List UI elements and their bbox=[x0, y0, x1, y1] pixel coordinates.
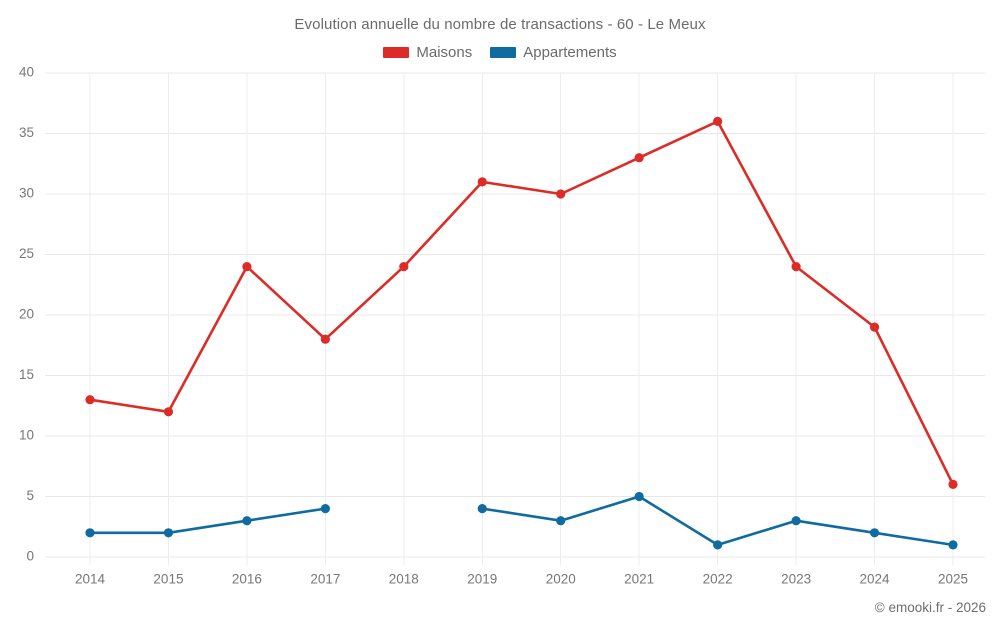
data-point[interactable] bbox=[163, 528, 174, 538]
y-tick-label: 35 bbox=[19, 125, 34, 140]
data-point[interactable] bbox=[791, 262, 801, 272]
x-tick-label: 2025 bbox=[938, 572, 968, 587]
series-lines bbox=[88, 120, 955, 547]
data-point[interactable] bbox=[320, 334, 330, 344]
y-axis-tick-labels: 0 5 10 15 20 25 30 35 40 bbox=[19, 65, 34, 564]
data-point[interactable] bbox=[869, 528, 880, 538]
legend-item-maisons[interactable]: Maisons bbox=[383, 44, 472, 61]
data-point[interactable] bbox=[713, 116, 723, 126]
x-tick-label: 2022 bbox=[703, 572, 733, 587]
x-tick-label: 2020 bbox=[546, 572, 576, 587]
x-axis-tick-labels: 2014 2015 2016 2017 2018 2019 2020 2021 2022 2023… bbox=[75, 572, 968, 587]
y-tick-label: 0 bbox=[26, 549, 34, 564]
data-point[interactable] bbox=[869, 322, 880, 332]
data-point[interactable] bbox=[791, 516, 801, 526]
y-tick-label: 20 bbox=[19, 307, 34, 322]
horizontal-gridlines bbox=[45, 72, 985, 558]
chart-legend: Maisons Appartements bbox=[0, 44, 1000, 61]
footer-copyright: © emooki.fr - 2026 bbox=[874, 600, 986, 615]
y-tick-label: 40 bbox=[19, 65, 34, 80]
y-tick-label: 5 bbox=[26, 488, 34, 503]
x-tick-label: 2019 bbox=[467, 572, 497, 587]
x-tick-label: 2018 bbox=[389, 572, 419, 587]
data-point[interactable] bbox=[556, 189, 566, 199]
chart-title: Evolution annuelle du nombre de transact… bbox=[294, 16, 706, 33]
x-tick-label: 2017 bbox=[310, 572, 340, 587]
data-point[interactable] bbox=[948, 479, 958, 489]
y-tick-label: 30 bbox=[19, 186, 34, 201]
y-tick-label: 15 bbox=[19, 367, 34, 382]
data-point[interactable] bbox=[85, 528, 95, 538]
series-data-points bbox=[85, 116, 958, 550]
x-tick-label: 2021 bbox=[624, 572, 654, 587]
data-point[interactable] bbox=[713, 540, 723, 550]
series-line-maisons bbox=[88, 120, 955, 486]
data-point[interactable] bbox=[477, 504, 487, 514]
series-line-appartements bbox=[88, 507, 327, 535]
data-point[interactable] bbox=[163, 407, 174, 417]
legend-swatch-appartements-icon bbox=[490, 47, 517, 58]
data-point[interactable] bbox=[634, 153, 644, 163]
legend-label-appartements: Appartements bbox=[523, 44, 617, 61]
legend-label-maisons: Maisons bbox=[416, 44, 473, 61]
data-point[interactable] bbox=[477, 177, 487, 187]
x-tick-label: 2014 bbox=[75, 572, 106, 587]
x-tick-label: 2015 bbox=[153, 572, 183, 587]
data-point[interactable] bbox=[556, 516, 566, 526]
x-tick-label: 2023 bbox=[781, 572, 811, 587]
legend-item-appartements[interactable]: Appartements bbox=[490, 44, 617, 61]
y-tick-label: 10 bbox=[19, 428, 34, 443]
data-point[interactable] bbox=[242, 516, 252, 526]
x-tick-label: 2016 bbox=[232, 572, 262, 587]
data-point[interactable] bbox=[242, 262, 252, 272]
data-point[interactable] bbox=[320, 504, 330, 514]
data-point[interactable] bbox=[399, 262, 409, 272]
data-point[interactable] bbox=[85, 395, 95, 405]
x-tick-label: 2024 bbox=[860, 572, 891, 587]
legend-swatch-maisons-icon bbox=[383, 47, 410, 58]
y-tick-label: 25 bbox=[19, 246, 34, 261]
data-point[interactable] bbox=[634, 491, 644, 502]
data-point[interactable] bbox=[948, 540, 958, 550]
